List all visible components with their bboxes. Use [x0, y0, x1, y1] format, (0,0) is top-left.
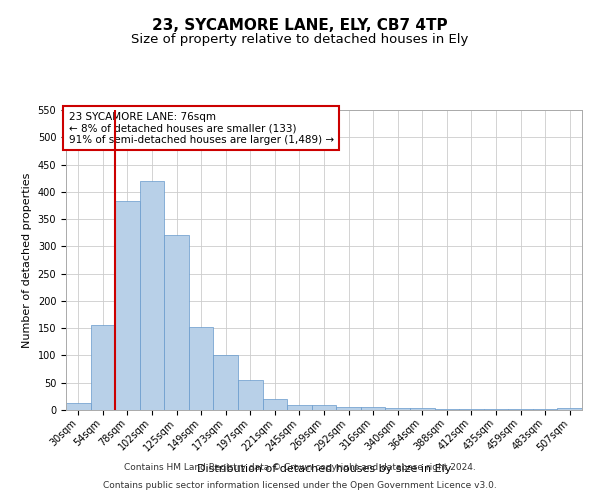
Bar	[66, 403, 91, 410]
Text: 23 SYCAMORE LANE: 76sqm
← 8% of detached houses are smaller (133)
91% of semi-de: 23 SYCAMORE LANE: 76sqm ← 8% of detached…	[68, 112, 334, 144]
Bar	[312, 404, 336, 410]
Bar	[557, 408, 582, 410]
Bar	[214, 356, 238, 410]
Bar	[91, 326, 115, 410]
Bar	[287, 404, 312, 410]
Bar	[434, 409, 459, 410]
Bar	[410, 408, 434, 410]
Bar	[164, 236, 189, 410]
Bar	[140, 181, 164, 410]
Bar	[263, 399, 287, 410]
X-axis label: Distribution of detached houses by size in Ely: Distribution of detached houses by size …	[197, 464, 451, 473]
Text: 23, SYCAMORE LANE, ELY, CB7 4TP: 23, SYCAMORE LANE, ELY, CB7 4TP	[152, 18, 448, 32]
Bar	[361, 408, 385, 410]
Bar	[336, 408, 361, 410]
Y-axis label: Number of detached properties: Number of detached properties	[22, 172, 32, 348]
Bar	[459, 409, 484, 410]
Bar	[385, 408, 410, 410]
Text: Size of property relative to detached houses in Ely: Size of property relative to detached ho…	[131, 32, 469, 46]
Text: Contains public sector information licensed under the Open Government Licence v3: Contains public sector information licen…	[103, 481, 497, 490]
Bar	[189, 327, 214, 410]
Bar	[238, 380, 263, 410]
Text: Contains HM Land Registry data © Crown copyright and database right 2024.: Contains HM Land Registry data © Crown c…	[124, 464, 476, 472]
Bar	[115, 201, 140, 410]
